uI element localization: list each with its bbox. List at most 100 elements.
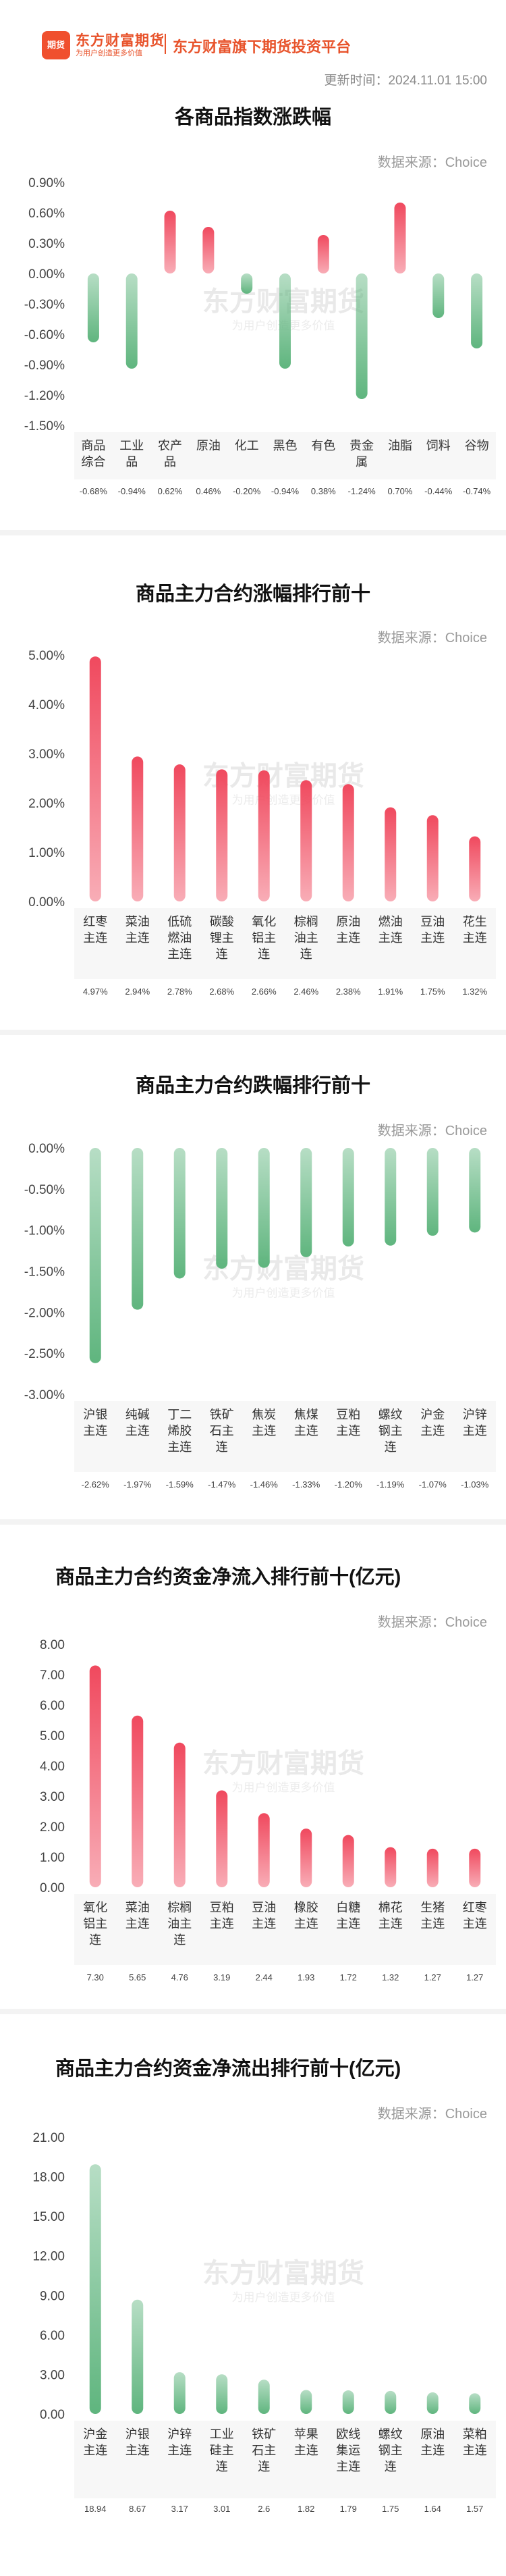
value-label: 2.66% <box>252 987 277 997</box>
category-label: 钢主 <box>378 1424 403 1438</box>
bar <box>469 1148 481 1233</box>
watermark-text: 东方财富期货 <box>202 762 364 791</box>
bar <box>300 1829 312 1887</box>
y-tick-label: 7.00 <box>40 1668 65 1683</box>
category-label: 菜油 <box>125 1901 150 1914</box>
category-label: 沪金 <box>83 2427 107 2441</box>
category-label: 氧化 <box>83 1901 107 1914</box>
value-label: 1.32 <box>382 1972 399 1982</box>
bar <box>342 1835 354 1887</box>
category-label: 原油 <box>336 915 360 928</box>
category-label: 主连 <box>83 1424 107 1438</box>
category-label: 主连 <box>420 1424 445 1438</box>
category-label: 属 <box>356 455 368 469</box>
category-label: 农产 <box>158 439 182 452</box>
chart-5-source: 数据来源：Choice <box>377 2107 487 2122</box>
chart-1-commodity-index-change: 东方财富期货为用户创造更多价值0.90%0.60%0.30%0.00%-0.30… <box>24 176 496 496</box>
y-tick-label: 3.00 <box>40 2368 65 2382</box>
category-label: 硅主 <box>210 2444 234 2457</box>
category-label: 油脂 <box>388 439 412 452</box>
y-tick-label: -1.20% <box>24 389 65 403</box>
bar <box>89 656 101 901</box>
category-label: 饲料 <box>426 439 451 452</box>
chart-3-source: 数据来源：Choice <box>377 1124 487 1138</box>
category-label: 生猪 <box>420 1901 445 1914</box>
category-label: 螺纹 <box>378 1408 403 1421</box>
category-label: 碳酸 <box>210 915 234 928</box>
bar <box>317 235 329 273</box>
value-label: 18.94 <box>84 2504 107 2514</box>
value-label: 2.46% <box>293 987 318 997</box>
bar <box>342 1148 354 1246</box>
category-label: 铝主 <box>83 1917 107 1930</box>
category-label: 花生 <box>463 915 487 928</box>
section-divider <box>0 1030 506 1035</box>
y-tick-label: -2.00% <box>24 1306 65 1320</box>
category-label: 主连 <box>336 1917 360 1930</box>
value-label: 2.6 <box>258 2504 270 2514</box>
category-label: 豆油 <box>252 1901 276 1914</box>
section-divider <box>0 1519 506 1525</box>
category-label: 主连 <box>463 931 487 945</box>
category-label: 沪金 <box>420 1408 445 1421</box>
category-label: 连 <box>216 2460 228 2473</box>
bar <box>173 764 186 901</box>
category-label: 白糖 <box>336 1901 360 1914</box>
category-label: 主连 <box>167 1440 192 1454</box>
category-label: 有色 <box>311 439 335 452</box>
category-label: 品 <box>125 455 138 469</box>
value-label: 2.44 <box>256 1972 273 1982</box>
category-label: 石主 <box>210 1424 234 1438</box>
bar <box>89 1148 101 1363</box>
category-label: 连 <box>258 947 270 961</box>
value-label: 1.91% <box>378 987 403 997</box>
category-label: 主连 <box>252 1917 276 1930</box>
y-tick-label: 0.90% <box>28 176 65 190</box>
y-tick-label: 4.00% <box>28 698 65 712</box>
category-label: 连 <box>300 947 312 961</box>
category-label: 锂主 <box>210 931 234 945</box>
bar <box>300 2390 312 2414</box>
bar <box>385 1847 397 1887</box>
value-label: 8.67 <box>129 2504 146 2514</box>
category-label-band <box>74 908 496 979</box>
category-label: 主连 <box>167 947 192 961</box>
category-label: 主连 <box>463 1917 487 1930</box>
value-label: 2.94% <box>125 987 150 997</box>
watermark-text: 东方财富期货 <box>202 1749 364 1779</box>
bar <box>385 1148 397 1246</box>
category-label: 连 <box>216 1440 228 1454</box>
value-label: 4.97% <box>83 987 108 997</box>
category-label: 贵金 <box>349 439 374 452</box>
category-label: 丁二 <box>167 1408 192 1421</box>
y-tick-label: 0.60% <box>28 207 65 221</box>
category-label: 橡胶 <box>294 1901 318 1914</box>
y-tick-label: 3.00% <box>28 747 65 762</box>
category-label: 沪银 <box>83 1408 107 1421</box>
platform-label: 东方财富旗下期货投资平台 <box>173 38 352 55</box>
category-label-band <box>74 1894 496 1965</box>
value-label: 2.38% <box>336 987 361 997</box>
category-label: 主连 <box>420 1917 445 1930</box>
value-label: 3.17 <box>171 2504 188 2514</box>
y-tick-label: 9.00 <box>40 2289 65 2303</box>
category-label: 铝主 <box>252 931 276 945</box>
value-label: 1.64 <box>424 2504 441 2514</box>
bar <box>258 1813 270 1887</box>
watermark-text: 东方财富期货 <box>202 1255 364 1284</box>
watermark-slogan: 为用户创造更多价值 <box>232 1287 335 1300</box>
category-label: 油主 <box>294 931 318 945</box>
category-label: 螺纹 <box>378 2427 403 2441</box>
category-label: 工业 <box>210 2427 234 2441</box>
value-label: 0.46% <box>196 486 221 496</box>
bar <box>202 227 215 273</box>
category-label: 连 <box>385 2460 397 2473</box>
category-label: 铁矿 <box>252 2427 276 2441</box>
value-label: 1.27 <box>424 1972 441 1982</box>
y-tick-label: 2.00 <box>40 1820 65 1835</box>
value-label: -0.44% <box>424 486 453 496</box>
category-label: 主连 <box>125 931 150 945</box>
y-tick-label: 15.00 <box>32 2210 65 2224</box>
bar <box>342 2390 354 2414</box>
chart-5-title: 商品主力合约资金净流出排行前十(亿元) <box>55 2058 401 2080</box>
